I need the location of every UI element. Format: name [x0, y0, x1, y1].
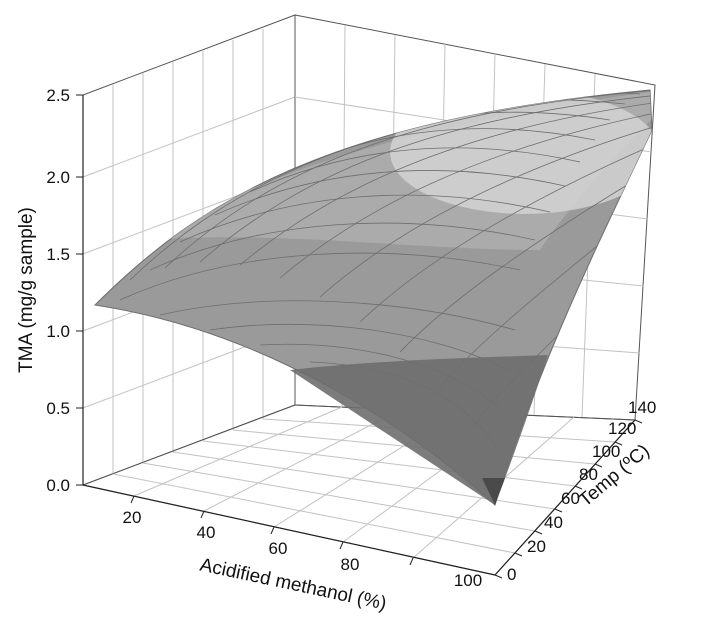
surface-dark-front	[290, 355, 548, 505]
y-tick-label-140: 140	[628, 398, 656, 417]
floor-line-y-4	[203, 441, 575, 486]
z-axis-title: TMA (mg/g sample)	[16, 207, 37, 373]
z-tick-label-4: 2.0	[46, 168, 70, 187]
x-tick-label-80: 80	[341, 555, 360, 574]
x-tick-40	[201, 511, 204, 518]
z-tick-label-3: 1.5	[46, 245, 70, 264]
x-tick-label-60: 60	[269, 539, 288, 558]
z-tick-labels: 0.0 0.5 1.0 1.5 2.0 2.5	[46, 86, 70, 495]
x-tick-label-100: 100	[454, 571, 482, 590]
floor-grid	[113, 407, 615, 558]
y-tick-0	[495, 575, 502, 578]
y-tick-label-0: 0	[507, 565, 516, 584]
x-tick-label-20: 20	[123, 508, 142, 527]
z-tick-label-2: 1.0	[46, 322, 70, 341]
floor-outline	[83, 405, 635, 575]
x-tick-80	[340, 542, 343, 549]
y-tick-label-100: 100	[592, 442, 620, 461]
x-axis-title: Acidified methanol (%)	[198, 555, 388, 615]
y-tick-label-120: 120	[608, 419, 636, 438]
floor-line-y-1	[113, 474, 515, 553]
z-tick-label-0: 0.0	[46, 476, 70, 495]
z-tick-label-5: 2.5	[46, 86, 70, 105]
x-tick-60	[271, 527, 274, 534]
x-tick-20	[131, 496, 134, 503]
x-tick-label-40: 40	[197, 523, 216, 542]
y-tick-60	[555, 509, 562, 512]
y-tick-label-20: 20	[527, 537, 546, 556]
x-tick-100	[410, 558, 413, 565]
z-tick-label-1: 0.5	[46, 399, 70, 418]
y-tick-40	[535, 531, 542, 534]
x-axis-line	[83, 485, 495, 575]
floor-line-x-1	[134, 407, 342, 496]
y-tick-20	[515, 553, 522, 556]
floor	[83, 405, 635, 575]
y-tick-label-40: 40	[544, 513, 563, 532]
response-surface	[95, 88, 660, 505]
